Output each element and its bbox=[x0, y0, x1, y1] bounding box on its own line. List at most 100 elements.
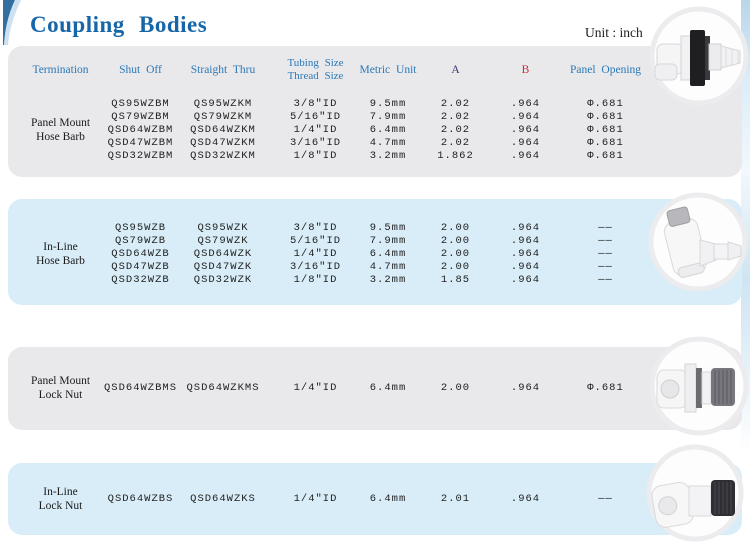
group-rows-panel-mount-lock-nut: Panel Mount Lock Nut QSD64WZBMS QSD64WZK… bbox=[8, 373, 648, 403]
cell-tubing-size: 3/16″ID bbox=[289, 136, 342, 149]
termination-line: Lock Nut bbox=[38, 389, 83, 401]
panel-mount-hose-barb-coupling-photo bbox=[649, 6, 749, 106]
cell-straight-thru: QS79WZKM bbox=[193, 110, 253, 123]
cell-shut-off: QSD64WZBMS bbox=[104, 382, 178, 394]
cell-panel-opening: —— bbox=[598, 493, 613, 505]
group-rows-panel-mount-hose-barb: Panel Mount Hose Barb QS95WZBM QS95WZKM … bbox=[8, 97, 648, 162]
cell-shut-off: QS79WZB bbox=[114, 234, 167, 247]
tubing-size-label: Tubing Size bbox=[287, 57, 344, 69]
cell-b: .964 bbox=[510, 260, 541, 273]
cell-a: 2.01 bbox=[440, 493, 471, 505]
cell-b: .964 bbox=[510, 149, 541, 162]
cell-b: .964 bbox=[510, 221, 541, 234]
cell-straight-thru: QSD47WZKM bbox=[190, 136, 256, 149]
cell-tubing-size: 5/16″ID bbox=[289, 234, 342, 247]
cell-a: 2.02 bbox=[440, 110, 471, 123]
cell-metric-unit: 7.9mm bbox=[369, 110, 407, 123]
cell-a: 2.02 bbox=[440, 97, 471, 110]
termination-label: Panel Mount Hose Barb bbox=[8, 116, 113, 144]
cell-metric-unit: 9.5mm bbox=[369, 221, 407, 234]
cell-tubing-size: 1/4″ID bbox=[293, 493, 338, 505]
cell-panel-opening: —— bbox=[598, 234, 613, 247]
thread-size-label: Thread Size bbox=[287, 70, 344, 82]
termination-line: Hose Barb bbox=[36, 254, 85, 267]
group-rows-in-line-hose-barb: In-Line Hose Barb QS95WZB QS95WZK 3/8″ID… bbox=[8, 221, 648, 286]
band-panel-mount-lock-nut: Panel Mount Lock Nut QSD64WZBMS QSD64WZK… bbox=[8, 347, 742, 430]
in-line-lock-nut-coupling-photo bbox=[646, 444, 744, 542]
cell-tubing-size: 1/4″ID bbox=[293, 123, 338, 136]
cell-metric-unit: 7.9mm bbox=[369, 234, 407, 247]
cell-shut-off: QS95WZB bbox=[114, 221, 167, 234]
band-panel-mount-hose-barb: Termination Shut Off Straight Thru Tubin… bbox=[8, 46, 742, 177]
cell-straight-thru: QSD47WZK bbox=[193, 260, 253, 273]
cell-straight-thru: QSD64WZKM bbox=[190, 123, 256, 136]
page-edge-strip bbox=[741, 0, 750, 452]
cell-b: .964 bbox=[510, 110, 541, 123]
cell-a: 1.85 bbox=[440, 273, 471, 286]
cell-shut-off: QSD47WZB bbox=[111, 260, 170, 273]
cell-shut-off: QSD32WZBM bbox=[107, 149, 174, 162]
cell-shut-off: QSD64WZBM bbox=[107, 123, 174, 136]
cell-panel-opening: Φ.681 bbox=[587, 110, 624, 123]
cell-b: .964 bbox=[510, 136, 541, 149]
col-header-straight-thru: Straight Thru bbox=[190, 64, 256, 76]
cell-tubing-size: 1/8″ID bbox=[293, 149, 338, 162]
termination-line: In-Line bbox=[43, 240, 78, 253]
cell-straight-thru: QSD64WZKS bbox=[190, 493, 256, 505]
cell-straight-thru: QS79WZK bbox=[197, 234, 249, 247]
in-line-hose-barb-coupling-photo bbox=[648, 192, 748, 292]
cell-straight-thru: QS95WZK bbox=[197, 221, 249, 234]
cell-metric-unit: 6.4mm bbox=[369, 123, 407, 136]
cell-panel-opening: Φ.681 bbox=[587, 382, 624, 394]
cell-tubing-size: 3/8″ID bbox=[293, 221, 338, 234]
cell-straight-thru: QSD64WZK bbox=[193, 247, 253, 260]
termination-line: Panel Mount bbox=[30, 116, 91, 129]
cell-b: .964 bbox=[510, 247, 541, 260]
cell-shut-off: QSD64WZB bbox=[111, 247, 170, 260]
cell-panel-opening: —— bbox=[598, 247, 613, 260]
panel-mount-lock-nut-coupling-photo bbox=[649, 336, 749, 436]
cell-metric-unit: 4.7mm bbox=[369, 260, 407, 273]
cell-panel-opening: Φ.681 bbox=[587, 136, 624, 149]
cell-panel-opening: —— bbox=[598, 260, 613, 273]
cell-a: 1.862 bbox=[437, 149, 474, 162]
cell-panel-opening: Φ.681 bbox=[587, 97, 624, 110]
cell-a: 2.00 bbox=[440, 234, 471, 247]
page-corner-decoration-icon bbox=[3, 0, 21, 45]
cell-tubing-size: 1/4″ID bbox=[293, 382, 338, 394]
group-rows-in-line-lock-nut: In-Line Lock Nut QSD64WZBS QSD64WZKS 1/4… bbox=[8, 484, 648, 514]
cell-b: .964 bbox=[510, 382, 541, 394]
termination-label: In-Line Lock Nut bbox=[8, 485, 113, 513]
cell-a: 2.00 bbox=[440, 382, 471, 394]
col-header-panel-opening: Panel Opening bbox=[569, 64, 642, 76]
cell-a: 2.02 bbox=[440, 123, 471, 136]
band-in-line-hose-barb: In-Line Hose Barb QS95WZB QS95WZK 3/8″ID… bbox=[8, 199, 742, 305]
cell-metric-unit: 6.4mm bbox=[369, 493, 407, 505]
cell-panel-opening: —— bbox=[598, 273, 613, 286]
col-header-b: B bbox=[521, 64, 530, 76]
cell-metric-unit: 4.7mm bbox=[369, 136, 407, 149]
cell-b: .964 bbox=[510, 97, 541, 110]
cell-metric-unit: 6.4mm bbox=[369, 247, 407, 260]
termination-line: Hose Barb bbox=[36, 130, 85, 143]
cell-tubing-size: 1/4″ID bbox=[293, 247, 338, 260]
cell-shut-off: QSD64WZBS bbox=[107, 493, 174, 505]
cell-a: 2.00 bbox=[440, 247, 471, 260]
termination-line: In-Line bbox=[43, 486, 78, 498]
cell-straight-thru: QSD32WZK bbox=[193, 273, 253, 286]
cell-a: 2.00 bbox=[440, 221, 471, 234]
cell-a: 2.02 bbox=[440, 136, 471, 149]
col-header-termination: Termination bbox=[32, 64, 89, 76]
cell-tubing-size: 3/8″ID bbox=[293, 97, 338, 110]
termination-label: In-Line Hose Barb bbox=[8, 240, 113, 268]
cell-panel-opening: Φ.681 bbox=[587, 149, 624, 162]
cell-tubing-size: 3/16″ID bbox=[289, 260, 342, 273]
cell-tubing-size: 5/16″ID bbox=[289, 110, 342, 123]
termination-line: Lock Nut bbox=[38, 500, 83, 512]
table-header-row: Termination Shut Off Straight Thru Tubin… bbox=[8, 50, 648, 90]
cell-shut-off: QSD32WZB bbox=[111, 273, 170, 286]
cell-metric-unit: 3.2mm bbox=[369, 149, 407, 162]
cell-b: .964 bbox=[510, 123, 541, 136]
cell-straight-thru: QSD64WZKMS bbox=[186, 382, 260, 394]
